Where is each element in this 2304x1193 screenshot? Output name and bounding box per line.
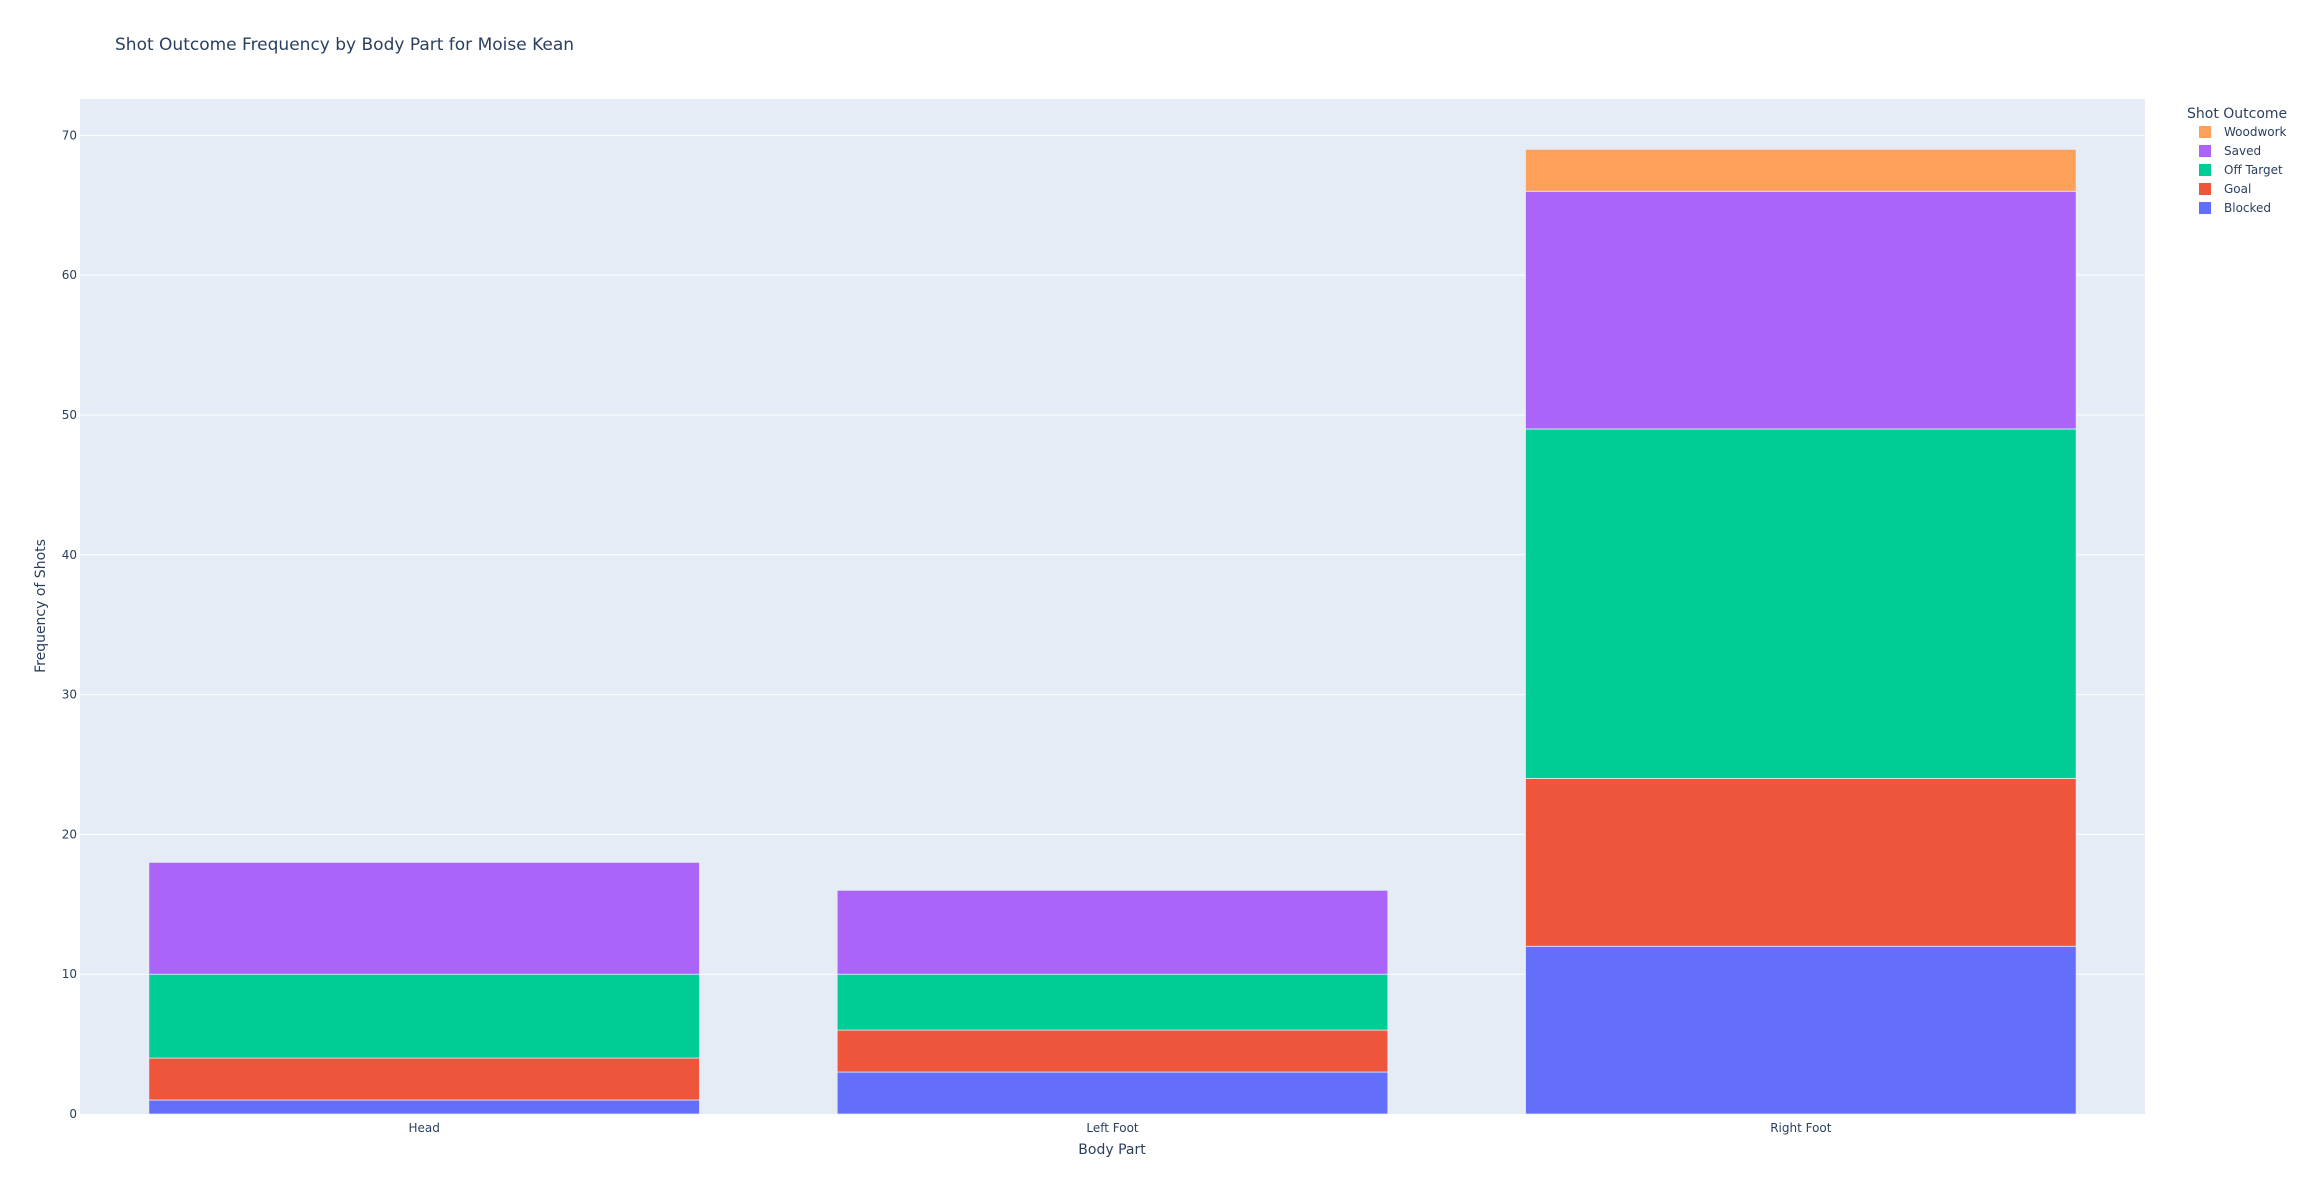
legend-swatch — [2199, 145, 2211, 157]
bar-blocked-right-foot — [1525, 945, 2077, 1115]
y-axis-title: Frequency of Shots — [33, 539, 49, 673]
bar-goal-right-foot — [1525, 778, 2077, 947]
bar-woodwork-right-foot — [1525, 148, 2077, 192]
legend-title: Shot Outcome — [2187, 106, 2287, 122]
bar-saved-head — [148, 861, 700, 975]
x-axis-title: Body Part — [1078, 1142, 1146, 1158]
y-tick-label: 20 — [62, 827, 77, 841]
legend: Shot Outcome Woodwork Saved Off Target Goal… — [2187, 106, 2287, 215]
y-tick-label: 10 — [62, 967, 77, 981]
x-tick-label: Right Foot — [1770, 1121, 1832, 1135]
bar-blocked-head — [148, 1099, 700, 1115]
bar-goal-head — [148, 1057, 700, 1101]
y-tick-label: 40 — [62, 548, 77, 562]
legend-item-label: Saved — [2224, 144, 2261, 158]
y-tick-label: 30 — [62, 688, 77, 702]
legend-item-label: Woodwork — [2224, 125, 2287, 139]
y-axis-ticks: 0 10 20 30 40 50 60 70 — [62, 128, 77, 1121]
bar-off-target-left-foot — [836, 973, 1389, 1031]
y-tick-label: 50 — [62, 408, 77, 422]
x-axis-ticks: Head Left Foot Right Foot — [408, 1121, 1831, 1135]
legend-swatch — [2199, 126, 2211, 138]
bar-off-target-head — [148, 973, 700, 1059]
legend-swatch — [2199, 202, 2211, 214]
bar-goal-left-foot — [836, 1029, 1389, 1073]
bars — [148, 148, 2077, 1115]
legend-item-label: Goal — [2224, 182, 2251, 196]
y-tick-label: 0 — [69, 1107, 77, 1121]
bar-off-target-right-foot — [1525, 428, 2077, 779]
bar-saved-left-foot — [836, 889, 1389, 975]
bar-blocked-left-foot — [836, 1071, 1389, 1115]
chart-title: Shot Outcome Frequency by Body Part for … — [115, 35, 574, 55]
y-tick-label: 70 — [62, 128, 77, 142]
x-tick-label: Left Foot — [1086, 1121, 1139, 1135]
legend-swatch — [2199, 183, 2211, 195]
legend-item-label: Blocked — [2224, 201, 2271, 215]
bar-saved-right-foot — [1525, 190, 2077, 430]
x-tick-label: Head — [408, 1121, 439, 1135]
y-tick-label: 60 — [62, 268, 77, 282]
legend-item-label: Off Target — [2224, 163, 2283, 177]
legend-swatch — [2199, 164, 2211, 176]
